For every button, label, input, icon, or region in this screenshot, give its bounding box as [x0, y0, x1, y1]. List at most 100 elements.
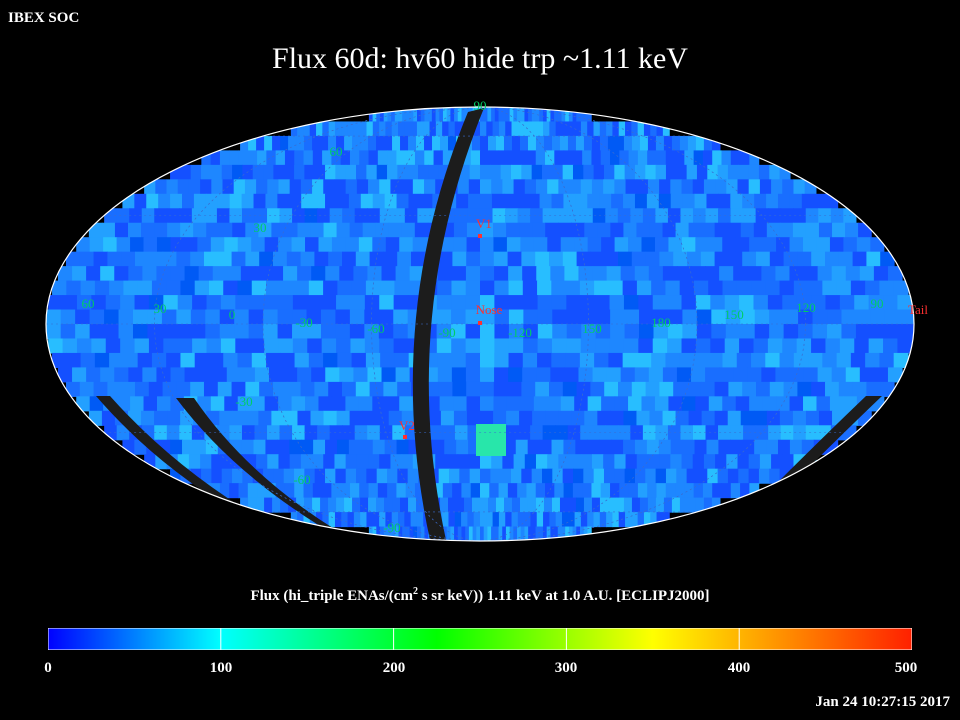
flux-pixel	[637, 121, 645, 137]
flux-pixel	[866, 251, 881, 267]
flux-pixel	[362, 222, 377, 238]
flux-pixel	[480, 324, 496, 340]
flux-pixel	[649, 222, 664, 238]
meridian-line	[154, 107, 806, 541]
flux-pixel	[670, 179, 683, 195]
flux-pixel	[568, 526, 574, 541]
flux-pixel	[348, 193, 362, 209]
flux-pixel	[306, 309, 322, 325]
flux-pixel	[393, 338, 409, 354]
flux-pixel	[711, 324, 727, 340]
flux-pixel	[407, 164, 419, 180]
flux-pixel	[292, 324, 308, 340]
flux-pixel	[494, 526, 500, 541]
flux-pixel	[631, 135, 641, 151]
flux-pixel	[480, 208, 494, 224]
flux-pixel	[424, 135, 433, 151]
flux-pixel	[811, 381, 826, 397]
flux-pixel	[618, 121, 626, 137]
flux-pixel	[409, 107, 414, 123]
flux-pixel	[726, 454, 739, 470]
flux-pixel	[693, 352, 709, 368]
flux-pixel	[537, 309, 553, 325]
flux-pixel	[472, 526, 477, 541]
flux-pixel	[147, 324, 163, 340]
flux-pixel	[303, 483, 314, 499]
flux-pixel	[532, 222, 546, 238]
flux-pixel	[245, 251, 260, 267]
flux-pixel	[123, 280, 139, 296]
flux-pixel	[749, 396, 764, 412]
flux-pixel	[284, 222, 299, 238]
flux-pixel	[457, 179, 470, 195]
flux-pixel	[645, 381, 660, 397]
flux-pixel	[331, 483, 342, 499]
flux-pixel	[658, 193, 672, 209]
flux-pixel	[822, 352, 838, 368]
flux-pixel	[562, 381, 578, 397]
flux-pixel	[537, 352, 552, 368]
flux-pixel	[328, 251, 343, 267]
flux-pixel	[272, 497, 281, 513]
flux-pixel	[541, 164, 553, 180]
flux-pixel	[735, 237, 750, 253]
flux-pixel	[667, 324, 684, 340]
flux-pixel	[701, 222, 716, 238]
flux-pixel	[80, 352, 96, 368]
flux-pixel	[465, 266, 481, 282]
flux-pixel	[682, 324, 698, 340]
flux-pixel	[740, 222, 755, 238]
flux-pixel	[440, 497, 449, 513]
flux-pixel	[580, 425, 594, 441]
flux-pixel	[580, 454, 593, 470]
flux-pixel	[868, 295, 884, 311]
flux-pixel	[444, 439, 457, 455]
flux-pixel	[312, 135, 321, 151]
flux-pixel	[801, 193, 815, 209]
flux-pixel	[563, 150, 574, 166]
flux-pixel	[134, 338, 150, 354]
flux-pixel	[312, 454, 324, 470]
lat-label: -60	[293, 472, 310, 487]
flux-pixel	[838, 381, 854, 397]
flux-pixel	[294, 164, 305, 180]
flux-pixel	[394, 352, 410, 368]
flux-pixel	[328, 121, 336, 137]
flux-pixel	[591, 454, 604, 470]
flux-pixel	[210, 150, 221, 166]
flux-pixel	[583, 135, 593, 151]
flux-pixel	[364, 338, 380, 354]
flux-pixel	[696, 468, 708, 484]
flux-pixel	[648, 367, 664, 383]
flux-pixel	[682, 193, 696, 209]
flux-pixel	[494, 266, 509, 282]
flux-pixel	[695, 497, 705, 513]
flux-pixel	[779, 280, 795, 296]
flux-pixel	[543, 135, 553, 151]
flux-pixel	[268, 266, 284, 282]
flux-pixel	[614, 237, 629, 253]
flux-pixel	[405, 150, 416, 166]
flux-pixel	[549, 512, 557, 528]
flux-pixel	[714, 222, 729, 238]
flux-pixel	[591, 179, 604, 195]
flux-pixel	[452, 483, 463, 499]
flux-pixel	[401, 410, 416, 426]
flux-pixel	[340, 483, 351, 499]
flux-pixel	[693, 483, 704, 499]
flux-pixel	[645, 164, 657, 180]
flux-pixel	[100, 367, 115, 383]
flux-pixel	[667, 295, 683, 311]
flux-pixel	[399, 396, 414, 412]
flux-pixel	[742, 251, 757, 267]
flux-pixel	[498, 121, 506, 137]
flux-pixel	[180, 280, 196, 296]
flux-pixel	[711, 497, 721, 513]
flux-pixel	[170, 237, 185, 253]
flux-pixel	[480, 266, 495, 282]
flux-pixel	[89, 309, 105, 325]
flux-pixel	[48, 295, 64, 311]
flux-pixel	[294, 483, 305, 499]
flux-pixel	[805, 208, 819, 224]
flux-pixel	[105, 338, 121, 354]
